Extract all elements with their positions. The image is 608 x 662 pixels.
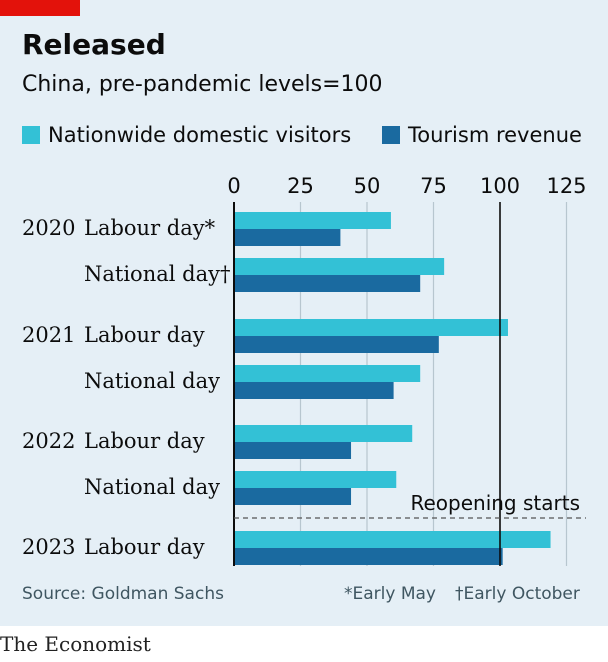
category-label: Labour day	[84, 535, 205, 559]
category-year-label: 2021	[22, 323, 75, 347]
brand-red-tag	[0, 0, 80, 16]
x-tick-label: 0	[227, 174, 240, 198]
bar-visitors	[234, 258, 445, 275]
x-tick-label: 100	[480, 174, 520, 198]
bar-revenue	[234, 229, 341, 246]
legend-item-visitors: Nationwide domestic visitors	[22, 122, 351, 148]
x-tick-label: 125	[546, 174, 586, 198]
chart-panel	[0, 0, 608, 626]
category-label: Labour day	[84, 323, 205, 347]
x-tick-label: 25	[287, 174, 314, 198]
bar-revenue	[234, 336, 439, 353]
bar-visitors	[234, 531, 551, 548]
legend-swatch-visitors	[22, 126, 40, 144]
bar-revenue	[234, 488, 352, 505]
bar-visitors	[234, 365, 421, 382]
reopening-annotation: Reopening starts	[410, 491, 580, 515]
x-tick-label: 50	[354, 174, 381, 198]
x-tick-label: 75	[420, 174, 447, 198]
source-note: Source: Goldman Sachs	[22, 584, 224, 604]
category-label: National day	[84, 475, 220, 499]
bar-visitors	[234, 425, 413, 442]
chart-title: Released	[22, 28, 166, 61]
publisher-brand: The Economist	[0, 632, 151, 656]
bar-visitors	[234, 212, 391, 229]
chart-subtitle: China, pre-pandemic levels=100	[22, 72, 383, 97]
legend-label-revenue: Tourism revenue	[408, 123, 582, 147]
bar-visitors	[234, 471, 397, 488]
legend-swatch-revenue	[382, 126, 400, 144]
footnote-early-may: *Early May	[344, 584, 436, 604]
bar-visitors	[234, 319, 508, 336]
bar-revenue	[234, 548, 503, 565]
bar-revenue	[234, 275, 421, 292]
bar-chart: 0 25 50 75 100 125 Reopening starts 2020 Labour …	[22, 174, 587, 566]
bar-revenue	[234, 382, 394, 399]
category-label: National day	[84, 369, 220, 393]
category-label: Labour day*	[84, 216, 216, 240]
category-label: Labour day	[84, 429, 205, 453]
category-year-label: 2020	[22, 216, 75, 240]
category-label: National day†	[84, 262, 230, 286]
category-year-label: 2023	[22, 535, 75, 559]
legend-label-visitors: Nationwide domestic visitors	[48, 123, 352, 147]
legend-item-revenue: Tourism revenue	[382, 122, 582, 148]
category-year-label: 2022	[22, 429, 75, 453]
footnote-early-october: †Early October	[455, 584, 580, 604]
bar-revenue	[234, 442, 352, 459]
